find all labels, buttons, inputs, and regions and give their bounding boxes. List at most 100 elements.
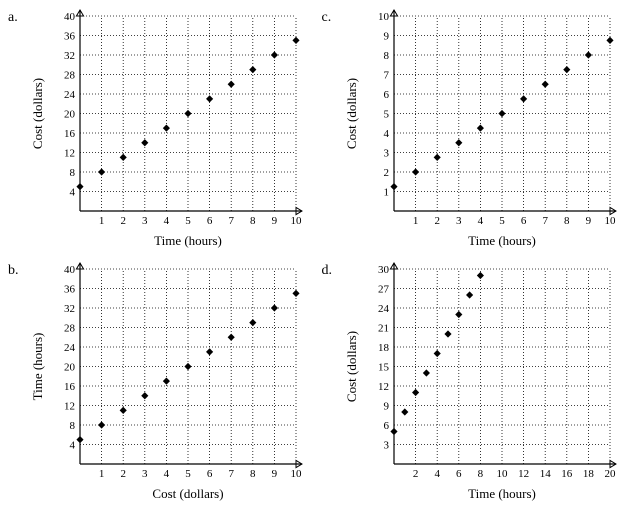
svg-text:8: 8 (383, 50, 389, 62)
svg-text:4: 4 (383, 128, 389, 140)
svg-text:12: 12 (518, 468, 529, 480)
svg-text:Cost (dollars): Cost (dollars) (344, 78, 359, 149)
svg-text:16: 16 (64, 381, 76, 393)
svg-text:40: 40 (64, 264, 76, 276)
svg-text:8: 8 (250, 215, 256, 227)
svg-text:36: 36 (64, 31, 76, 43)
svg-text:24: 24 (64, 89, 76, 101)
svg-text:7: 7 (228, 215, 234, 227)
svg-text:1: 1 (383, 187, 389, 199)
svg-text:3: 3 (142, 468, 148, 480)
svg-text:1: 1 (99, 215, 105, 227)
svg-text:1: 1 (99, 468, 105, 480)
svg-text:4: 4 (164, 468, 170, 480)
svg-text:10: 10 (378, 11, 390, 23)
svg-text:20: 20 (64, 109, 76, 121)
svg-text:3: 3 (456, 215, 462, 227)
svg-text:9: 9 (585, 215, 591, 227)
svg-text:36: 36 (64, 284, 76, 296)
svg-text:Time (hours): Time (hours) (154, 233, 222, 248)
svg-text:8: 8 (70, 420, 76, 432)
svg-text:4: 4 (434, 468, 440, 480)
svg-text:9: 9 (383, 31, 389, 43)
svg-text:10: 10 (291, 468, 303, 480)
svg-text:10: 10 (496, 468, 508, 480)
chart-d: 246810121416182036912151821242730Time (h… (342, 261, 622, 510)
svg-text:Cost (dollars): Cost (dollars) (30, 78, 45, 149)
panel-a: a. 12345678910481216202428323640Time (ho… (8, 8, 310, 257)
svg-text:2: 2 (120, 468, 126, 480)
svg-text:9: 9 (272, 468, 278, 480)
svg-text:2: 2 (412, 468, 418, 480)
svg-text:2: 2 (120, 215, 126, 227)
svg-text:18: 18 (378, 342, 390, 354)
svg-text:24: 24 (64, 342, 76, 354)
svg-text:12: 12 (64, 401, 75, 413)
svg-text:4: 4 (164, 215, 170, 227)
svg-text:15: 15 (378, 362, 390, 374)
svg-text:20: 20 (604, 468, 616, 480)
svg-text:3: 3 (383, 440, 389, 452)
svg-text:18: 18 (582, 468, 594, 480)
svg-text:30: 30 (378, 264, 390, 276)
chart-c: 1 2 3 4 5 6 7 8 9 10 1 2 3 4 5 6 7 8 9 10 Time (hours) Cost (… (342, 8, 622, 257)
chart-b: 12345678910481216202428323640Cost (dolla… (28, 261, 308, 510)
svg-text:Cost (dollars): Cost (dollars) (344, 331, 359, 402)
svg-text:5: 5 (185, 468, 191, 480)
svg-text:40: 40 (64, 11, 76, 23)
svg-text:28: 28 (64, 323, 76, 335)
svg-text:3: 3 (142, 215, 148, 227)
svg-text:8: 8 (70, 167, 76, 179)
panel-label: c. (322, 8, 342, 26)
panel-label: d. (322, 261, 342, 279)
svg-text:8: 8 (477, 468, 483, 480)
svg-text:Cost (dollars): Cost (dollars) (152, 486, 223, 501)
svg-text:8: 8 (250, 468, 256, 480)
svg-text:32: 32 (64, 50, 75, 62)
svg-text:7: 7 (228, 468, 234, 480)
svg-text:4: 4 (70, 187, 76, 199)
svg-text:16: 16 (64, 128, 76, 140)
svg-text:1: 1 (412, 215, 418, 227)
svg-text:3: 3 (383, 148, 389, 160)
svg-text:28: 28 (64, 70, 76, 82)
svg-text:4: 4 (70, 440, 76, 452)
svg-text:5: 5 (185, 215, 191, 227)
panel-d: d. 246810121416182036912151821242730Time… (322, 261, 624, 510)
svg-text:6: 6 (456, 468, 462, 480)
panel-label: b. (8, 261, 28, 279)
svg-text:24: 24 (378, 303, 390, 315)
svg-text:21: 21 (378, 323, 389, 335)
svg-text:9: 9 (383, 401, 389, 413)
svg-text:8: 8 (564, 215, 570, 227)
svg-text:12: 12 (64, 148, 75, 160)
svg-text:9: 9 (272, 215, 278, 227)
svg-text:5: 5 (383, 109, 389, 121)
svg-text:4: 4 (477, 215, 483, 227)
svg-text:5: 5 (499, 215, 505, 227)
svg-text:16: 16 (561, 468, 573, 480)
svg-text:2: 2 (383, 167, 389, 179)
svg-text:7: 7 (383, 70, 389, 82)
svg-text:6: 6 (207, 468, 213, 480)
svg-text:7: 7 (542, 215, 548, 227)
chart-a: 12345678910481216202428323640Time (hours… (28, 8, 308, 257)
chart-grid: a. 12345678910481216202428323640Time (ho… (8, 8, 623, 510)
panel-label: a. (8, 8, 28, 26)
svg-text:32: 32 (64, 303, 75, 315)
svg-text:12: 12 (378, 381, 389, 393)
svg-text:Time (hours): Time (hours) (468, 233, 536, 248)
panel-c: c. 1 2 3 4 5 6 7 8 9 10 1 2 3 4 5 6 7 8 9 10 Time (hours) Cos… (322, 8, 624, 257)
svg-text:6: 6 (520, 215, 526, 227)
svg-text:27: 27 (378, 284, 390, 296)
svg-text:20: 20 (64, 362, 76, 374)
svg-text:10: 10 (604, 215, 616, 227)
panel-b: b. 12345678910481216202428323640Cost (do… (8, 261, 310, 510)
svg-text:2: 2 (434, 215, 440, 227)
svg-text:14: 14 (539, 468, 551, 480)
svg-text:Time (hours): Time (hours) (30, 333, 45, 401)
svg-text:6: 6 (207, 215, 213, 227)
svg-text:6: 6 (383, 89, 389, 101)
svg-text:Time (hours): Time (hours) (468, 486, 536, 501)
svg-text:10: 10 (291, 215, 303, 227)
